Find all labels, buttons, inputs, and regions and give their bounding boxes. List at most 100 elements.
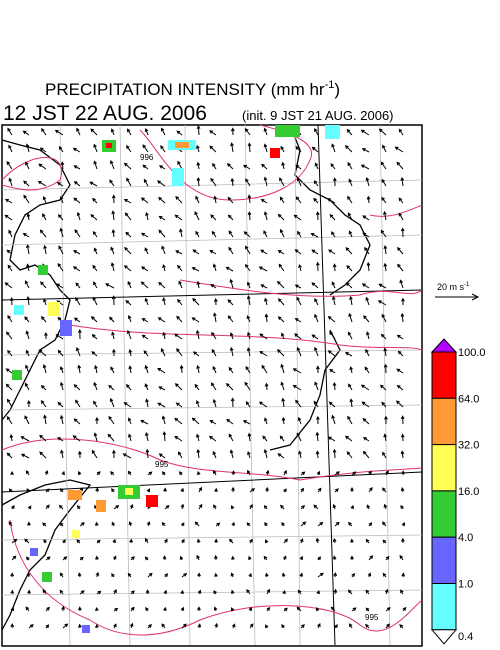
contour [9,519,423,636]
wind-arrow [380,333,387,340]
contour [179,279,423,297]
wind-arrow [76,505,81,510]
contour [139,124,313,201]
wind-arrow [192,297,200,306]
wind-arrow [259,350,268,357]
precip-cell [30,548,38,556]
wind-arrow [8,488,13,493]
wind-arrow [25,606,30,612]
wind-arrow [213,312,217,323]
wind-arrow [107,433,115,442]
wind-arrow [90,128,98,136]
wind-arrow [142,164,149,170]
wind-arrow [25,330,30,340]
wind-arrow [213,195,218,204]
wind-arrow [327,436,336,442]
wind-arrow [141,232,149,238]
precipitation-cells [12,125,340,633]
wind-arrow [347,589,353,595]
wind-arrow [73,317,81,323]
wind-arrow [366,195,371,204]
wind-arrow [194,383,200,391]
wind-arrow [95,571,100,578]
wind-arrow [37,180,47,187]
wind-arrow [315,261,320,272]
wind-arrow [130,590,135,595]
wind-arrow [212,450,217,459]
wind-arrow [42,196,47,204]
wind-arrow [280,332,285,340]
wind-arrow [281,521,285,527]
wind-arrow [383,363,388,374]
wind-arrow [296,346,302,357]
wind-arrow [350,486,354,493]
wind-arrow [249,504,253,510]
wind-arrow [230,607,235,612]
wind-arrow [161,415,166,425]
wind-arrow [246,295,251,306]
wind-arrow [7,349,13,357]
wind-arrow [264,572,269,578]
wind-arrow [400,450,405,459]
wind-arrow [62,623,69,629]
wind-arrow [314,313,319,323]
wind-arrow [246,522,251,527]
wind-arrow [196,280,201,289]
precip-cell [68,490,82,500]
wind-arrow [381,313,387,323]
wind-arrow [7,315,13,323]
wind-arrow [177,298,183,306]
wind-arrow [263,176,268,187]
wind-arrow [317,521,324,527]
colorbar-label: 16.0 [458,486,479,498]
wind-arrow [75,347,81,357]
wind-arrow [297,230,302,238]
precip-cell [48,302,60,316]
wind-arrow [317,556,322,561]
wind-arrow [95,487,100,493]
wind-arrow [92,296,98,306]
precip-cell [175,142,189,148]
wind-arrow [347,521,353,527]
wind-arrow [130,556,135,561]
wind-arrow [27,589,31,595]
wind-arrow [347,331,353,340]
wind-arrow [157,402,166,408]
wind-arrow [231,555,235,561]
wind-arrow [77,364,82,374]
colorbar-segment [431,583,457,631]
wind-arrow [176,348,183,357]
wind-arrow [197,589,202,595]
wind-arrow [245,401,251,408]
wind-arrow [349,398,354,408]
wind-arrow [383,503,388,510]
wind-arrow [91,351,98,357]
wind-arrow [77,572,82,578]
wind-arrow [73,384,81,391]
wind-arrow [280,504,285,510]
wind-arrow [245,263,251,272]
wind-arrow [283,538,288,544]
wind-arrow [123,162,132,170]
wind-arrow [109,179,115,187]
wind-arrow [400,415,405,425]
wind-arrow [300,504,305,510]
wind-arrow [72,266,81,272]
wind-arrow [230,397,235,408]
wind-arrow [177,264,183,272]
wind-arrow [298,263,302,272]
wind-arrow [147,471,153,476]
wind-arrow [126,128,132,136]
wind-arrow [344,145,353,153]
wind-arrow [130,606,135,612]
wind-arrow [258,266,268,272]
wind-arrow [263,555,268,561]
colorbar-segment [431,397,457,446]
wind-arrow [44,469,49,476]
wind-arrow [94,521,99,527]
wind-arrow [28,624,34,629]
wind-arrow [314,297,319,306]
wind-arrow [127,314,132,323]
wind-arrow [313,400,319,408]
wind-arrow [348,230,353,238]
